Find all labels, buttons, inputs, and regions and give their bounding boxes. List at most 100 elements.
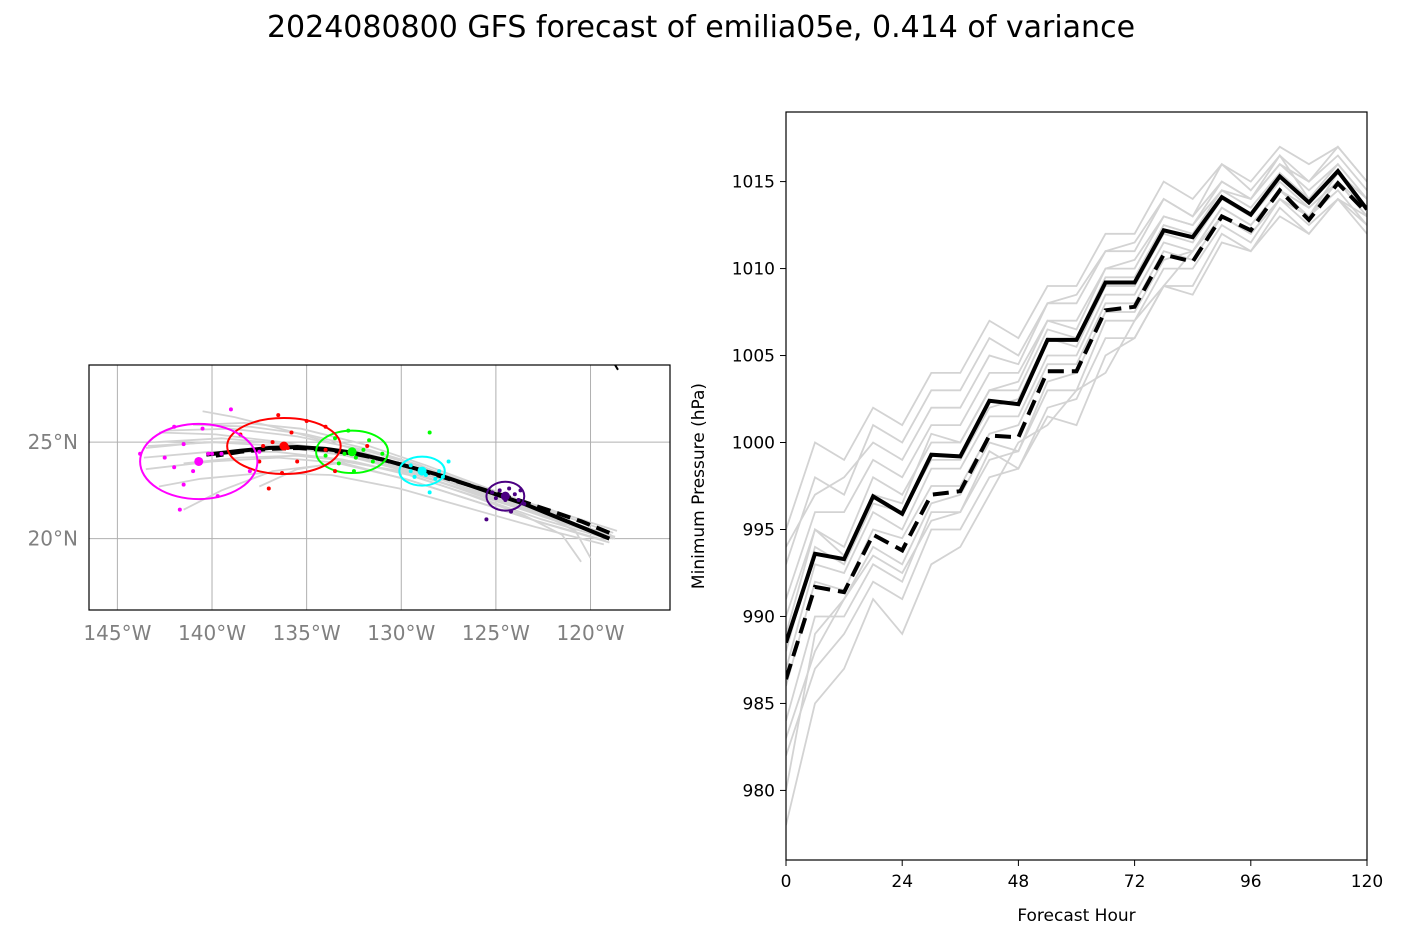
cluster-point xyxy=(512,492,517,497)
cluster-point xyxy=(295,459,300,464)
cluster-point xyxy=(370,459,375,464)
cluster-point xyxy=(367,438,372,443)
cluster-point xyxy=(219,451,224,456)
pressure-y-tick-label: 1010 xyxy=(732,260,775,280)
cluster-point xyxy=(276,413,281,418)
deterministic-track xyxy=(215,445,611,535)
cluster-ellipse xyxy=(315,429,390,475)
pressure-y-tick-label: 985 xyxy=(743,694,775,714)
ensemble-track xyxy=(193,423,592,559)
deterministic-pressure-line xyxy=(786,180,1367,680)
cluster-center-point xyxy=(347,447,357,457)
cluster-point xyxy=(353,455,358,460)
cluster-point xyxy=(210,451,215,456)
pressure-x-tick-label: 96 xyxy=(1240,872,1262,892)
pressure-x-tick-label: 72 xyxy=(1124,872,1146,892)
pressure-plot-area xyxy=(786,145,1367,826)
ensemble-track xyxy=(145,441,616,540)
cluster-point xyxy=(200,426,205,431)
cluster-point xyxy=(247,469,252,474)
cluster-point xyxy=(181,482,186,487)
map-lon-tick-label: 135°W xyxy=(273,621,341,645)
map-background xyxy=(89,365,670,610)
pressure-y-tick-label: 1015 xyxy=(732,173,775,193)
pressure-y-axis-label: Minimum Pressure (hPa) xyxy=(689,383,709,589)
cluster-point xyxy=(365,444,370,449)
cluster-point xyxy=(177,507,182,512)
map-lat-tick-label: 25°N xyxy=(28,430,78,454)
ensemble-pressure-line xyxy=(786,197,1367,739)
pressure-x-tick-label: 0 xyxy=(781,872,792,892)
cluster-point xyxy=(228,407,233,412)
figure-title: 2024080800 GFS forecast of emilia05e, 0.… xyxy=(266,10,1136,45)
cluster-point xyxy=(497,488,502,493)
map-lon-tick-label: 120°W xyxy=(557,621,625,645)
map-lon-tick-label: 130°W xyxy=(367,621,435,645)
cluster-point xyxy=(412,474,417,479)
pressure-x-tick-label: 48 xyxy=(1008,872,1030,892)
cluster-point xyxy=(336,461,341,466)
cluster-point xyxy=(261,444,266,449)
cluster-center-point xyxy=(279,441,289,451)
cluster-center-point xyxy=(194,456,204,466)
cluster-point xyxy=(162,455,167,460)
cluster-center-point xyxy=(417,466,427,476)
cluster-point xyxy=(181,442,186,447)
cluster-point xyxy=(437,469,442,474)
ensemble-pressure-line xyxy=(786,162,1367,600)
cluster-point xyxy=(446,459,451,464)
map-lon-tick-label: 140°W xyxy=(178,621,246,645)
pressure-y-tick-label: 1005 xyxy=(732,347,775,367)
ensemble-track xyxy=(158,472,605,546)
ensemble-pressure-line xyxy=(786,145,1367,548)
map-frame xyxy=(88,364,671,611)
coastline xyxy=(614,365,619,371)
pressure-plot-background xyxy=(786,112,1367,860)
cluster-ellipse xyxy=(226,417,342,475)
ensemble-track xyxy=(183,462,606,542)
map-lon-tick-label: 125°W xyxy=(462,621,530,645)
ensemble-pressure-line xyxy=(786,145,1367,530)
ensemble-pressure-line xyxy=(786,197,1367,756)
pressure-y-tick-label: 980 xyxy=(743,781,775,801)
cluster-point xyxy=(493,496,498,501)
pressure-frame xyxy=(785,111,1368,861)
cluster-point xyxy=(270,440,275,445)
map-lat-tick-label: 20°N xyxy=(28,527,78,551)
cluster-point xyxy=(266,486,271,491)
cluster-ellipse xyxy=(485,480,526,512)
cluster-point xyxy=(516,498,521,503)
cluster-point xyxy=(427,490,432,495)
cluster-point xyxy=(408,469,413,474)
cluster-point xyxy=(427,430,432,435)
ensemble-pressure-line xyxy=(786,180,1367,652)
mean-pressure-line xyxy=(786,167,1367,644)
pressure-y-tick-label: 990 xyxy=(743,607,775,627)
cluster-point xyxy=(206,451,211,456)
cluster-point xyxy=(342,451,347,456)
cluster-center-point xyxy=(500,491,510,501)
ensemble-pressure-line xyxy=(786,180,1367,826)
pressure-x-tick-label: 24 xyxy=(891,872,913,892)
pressure-y-tick-label: 995 xyxy=(743,520,775,540)
cluster-point xyxy=(408,463,413,468)
cluster-point xyxy=(191,469,196,474)
cluster-point xyxy=(361,447,366,452)
cluster-ellipse xyxy=(398,455,446,487)
cluster-point xyxy=(323,447,328,452)
pressure-x-tick-label: 120 xyxy=(1351,872,1383,892)
cluster-point xyxy=(484,517,489,522)
cluster-point xyxy=(323,453,328,458)
ensemble-track xyxy=(164,427,618,532)
pressure-y-tick-label: 1000 xyxy=(732,434,775,454)
ensemble-pressure-line xyxy=(786,153,1367,635)
cluster-point xyxy=(289,430,294,435)
cluster-ellipse xyxy=(139,422,259,501)
cluster-point xyxy=(333,436,338,441)
cluster-point xyxy=(257,449,262,454)
cluster-point xyxy=(490,490,495,495)
map-lon-tick-label: 145°W xyxy=(83,621,151,645)
map-plot-area xyxy=(89,365,670,610)
cluster-point xyxy=(380,451,385,456)
